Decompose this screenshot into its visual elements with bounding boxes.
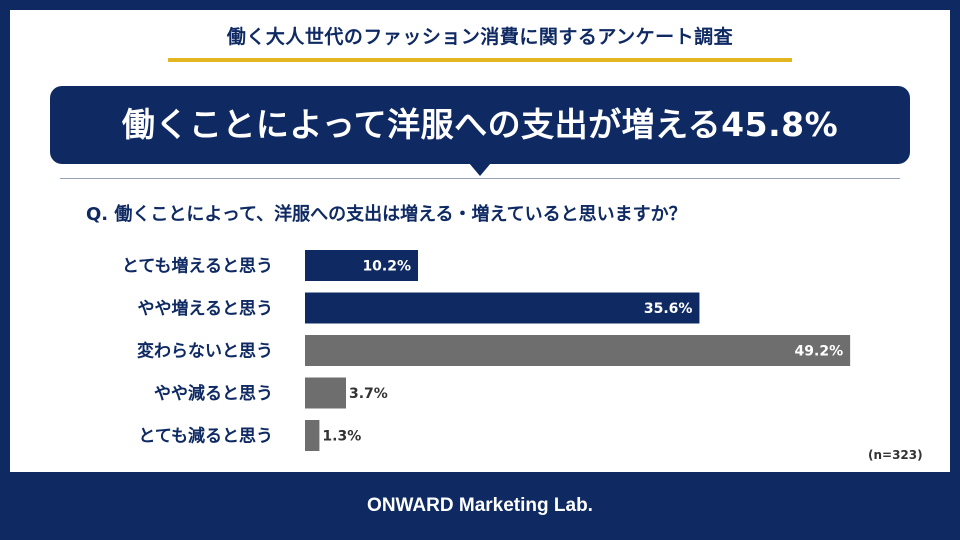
title-underline [168,58,792,62]
sample-size: (n=323) [868,448,923,462]
category-label: やや減ると思う [154,383,273,404]
divider [60,178,900,179]
bar [305,250,419,281]
footer-brand: ONWARD Marketing Lab. [367,495,593,516]
bar [305,335,851,366]
value-label: 49.2% [795,344,844,360]
category-label: とても増えると思う [122,256,273,277]
category-label: とても減ると思う [138,426,273,447]
headline-pointer [469,163,491,176]
headline-banner: 働くことによって洋服への支出が増える45.8% [50,86,910,164]
value-label: 10.2% [362,259,411,275]
value-label: 35.6% [644,301,693,317]
category-label: やや増えると思う [138,298,274,319]
value-label: 3.7% [349,386,388,402]
category-label: 変わらないと思う [137,341,273,362]
bar [305,377,346,409]
bar [305,420,320,451]
survey-title: 働く大人世代のファッション消費に関するアンケート調査 [226,26,734,48]
value-label: 1.3% [322,429,361,445]
bar [305,292,700,324]
headline-text: 働くことによって洋服への支出が増える45.8% [121,105,839,144]
question-text: Q. 働くことによって、洋服への支出は増える・増えていると思いますか？ [86,204,687,225]
